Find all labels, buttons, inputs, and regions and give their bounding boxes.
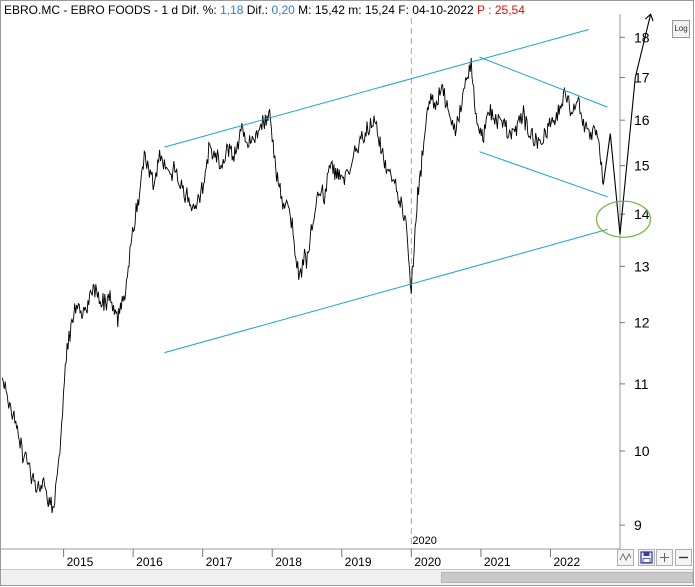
y-tick-label: 9	[634, 517, 642, 533]
dif-value: 0,20	[271, 3, 295, 17]
x-tick-label: 2022	[553, 555, 580, 569]
horizontal-scrollbar[interactable]	[1, 569, 693, 585]
add-icon[interactable]	[656, 549, 673, 566]
zigzag-tool-icon[interactable]	[617, 549, 634, 566]
y-tick-label: 13	[634, 258, 650, 274]
date-value: 04-10-2022	[412, 3, 474, 17]
projection-arrowhead	[644, 13, 654, 22]
y-tick-label: 16	[634, 112, 650, 128]
y-tick-label: 14	[634, 206, 650, 222]
save-icon[interactable]	[638, 549, 655, 566]
dif-pct-label: Dif. %:	[181, 3, 217, 17]
x-tick-label: 2016	[136, 555, 163, 569]
scrollbar-thumb[interactable]	[441, 572, 693, 583]
ticker-label: EBRO.MC - EBRO FOODS - 1 d	[4, 3, 179, 17]
channel-line	[479, 56, 608, 108]
date-marker-label: 2020	[412, 535, 436, 547]
p-value: 25,54	[494, 3, 525, 17]
x-tick-label: 2020	[414, 555, 441, 569]
x-tick-label: 2018	[275, 555, 302, 569]
projection-line	[602, 14, 652, 235]
remove-icon[interactable]	[675, 549, 692, 566]
x-tick-label: 2019	[345, 555, 372, 569]
y-tick-label: 15	[634, 158, 650, 174]
x-tick-label: 2015	[67, 555, 94, 569]
x-tick-label: 2021	[484, 555, 511, 569]
min-label: m:	[348, 3, 362, 17]
y-tick-label: 11	[634, 376, 649, 392]
chart-header: EBRO.MC - EBRO FOODS - 1 d Dif. %: 1,18 …	[4, 3, 525, 17]
channel-line	[164, 29, 589, 148]
y-tick-label: 18	[634, 29, 650, 45]
channel-line	[164, 228, 608, 354]
max-value: 15,42	[314, 3, 345, 17]
log-scale-button[interactable]: Log	[672, 20, 690, 38]
dif-label: Dif.:	[246, 3, 269, 17]
y-tick-label: 17	[634, 70, 650, 86]
dif-pct-value: 1,18	[220, 3, 244, 17]
channel-line	[479, 151, 608, 198]
price-series-line	[1, 57, 604, 514]
p-label: P :	[477, 3, 492, 17]
max-label: M:	[298, 3, 312, 17]
target-zone-circle	[595, 200, 652, 238]
y-tick-label: 12	[634, 315, 650, 331]
date-label: F:	[398, 3, 409, 17]
min-value: 15,24	[364, 3, 395, 17]
x-tick-label: 2017	[206, 555, 233, 569]
y-tick-label: 10	[634, 443, 650, 459]
